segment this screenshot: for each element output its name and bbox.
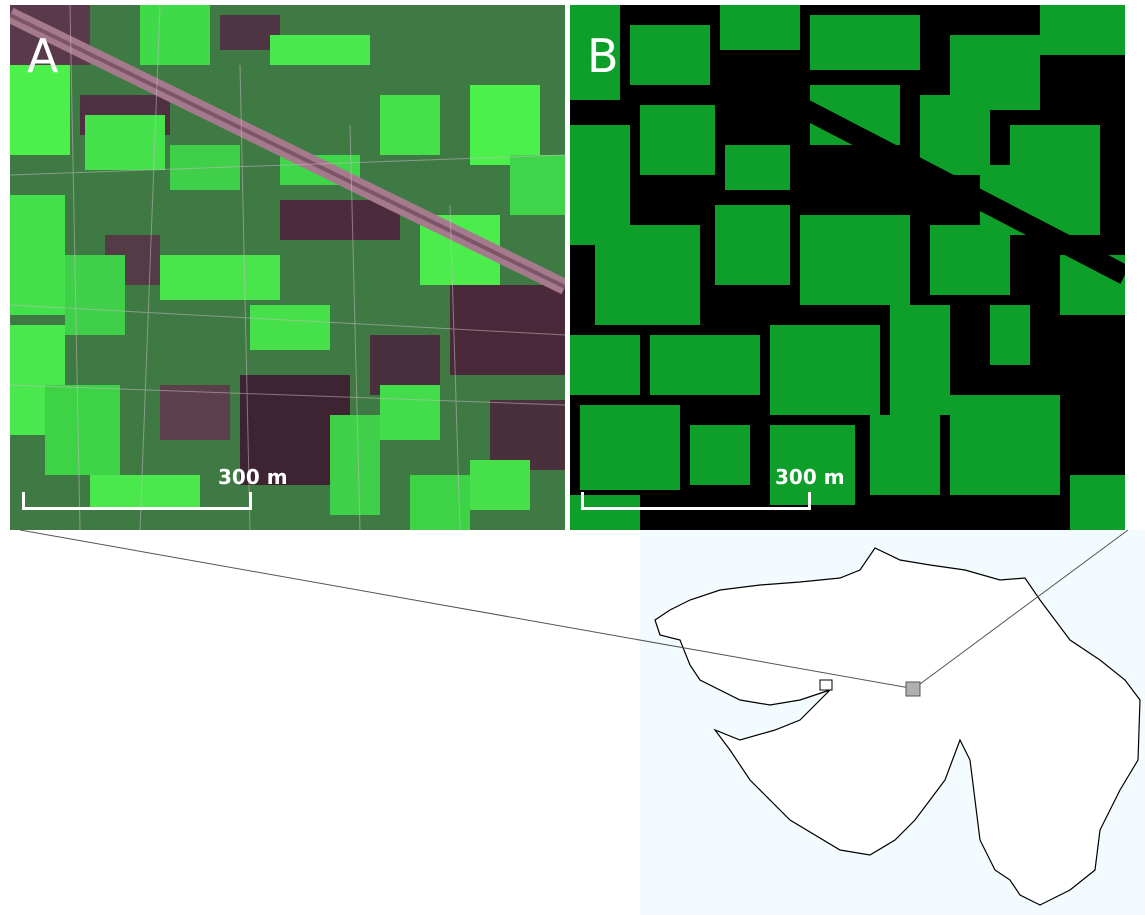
study-area-marker: [905, 681, 921, 697]
region-inset-mark: [819, 679, 833, 691]
scale-bar-a: [22, 492, 252, 510]
scale-bar-b: [581, 492, 811, 510]
scale-label-b: 300 m: [775, 465, 845, 489]
region-outline: [654, 547, 1141, 906]
classification-mask-panel: B 300 m: [570, 5, 1125, 530]
satellite-image-panel: A 300 m: [10, 5, 565, 530]
classification-mask: [570, 5, 1125, 530]
leader-line-left: [19, 529, 911, 689]
leader-line-right: [919, 529, 1129, 685]
scale-label-a: 300 m: [218, 465, 288, 489]
panel-label-a: A: [27, 29, 59, 83]
panel-label-b: B: [587, 29, 619, 83]
satellite-image: [10, 5, 565, 530]
